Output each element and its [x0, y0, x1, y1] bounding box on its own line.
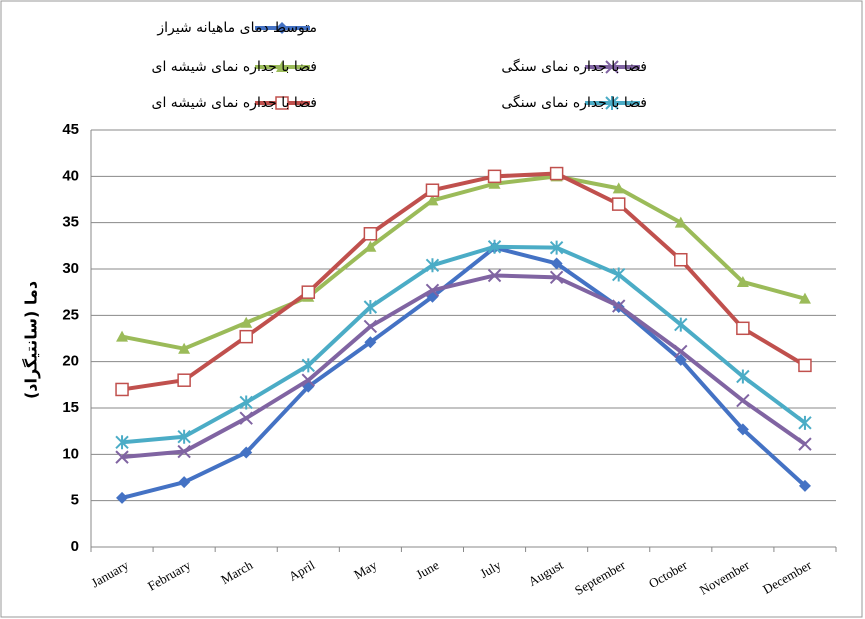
marker: [115, 382, 129, 397]
legend-item: فضا با جداره نمای شیشه ای: [151, 95, 317, 111]
marker: [798, 437, 812, 451]
marker: [736, 321, 750, 336]
legend-item: فضا با جداره نمای سنگی: [501, 58, 647, 75]
y-tick-label: 40: [62, 167, 79, 184]
marker: [115, 450, 129, 464]
marker: [239, 395, 253, 410]
marker: [487, 239, 502, 254]
marker: [178, 476, 191, 489]
marker: [301, 285, 316, 299]
marker: [488, 177, 501, 189]
series-line: [121, 244, 807, 445]
legend-item: فضا با جداره نمای شیشه ای: [151, 59, 317, 75]
marker: [549, 270, 564, 285]
y-tick-label: 30: [62, 260, 79, 277]
marker: [549, 166, 564, 181]
legend-item: فضا با جداره نمای سنگی: [501, 94, 647, 111]
marker: [177, 444, 191, 459]
legend-item: متوسط دمای ماهیانه شیراز: [156, 20, 317, 36]
marker: [736, 423, 749, 436]
legend-label: فضا با جداره نمای شیشه ای: [151, 95, 317, 111]
marker: [240, 316, 253, 328]
marker: [275, 96, 289, 110]
marker: [674, 317, 688, 332]
legend-label: متوسط دمای ماهیانه شیراز: [156, 20, 317, 36]
marker: [674, 216, 687, 228]
marker: [550, 257, 563, 270]
y-tick-label: 15: [62, 399, 79, 416]
marker: [426, 194, 439, 206]
y-tick-label: 25: [62, 306, 79, 323]
marker: [363, 299, 378, 314]
marker: [798, 292, 811, 304]
series-line: [121, 171, 806, 392]
series-line: [121, 273, 807, 460]
marker: [736, 369, 750, 384]
marker: [674, 344, 688, 359]
marker: [363, 227, 378, 241]
marker: [178, 342, 191, 354]
marker: [240, 446, 253, 459]
series-line: [121, 174, 806, 351]
marker: [301, 373, 315, 387]
marker: [301, 358, 315, 373]
marker: [276, 61, 288, 72]
marker: [612, 299, 626, 313]
series-line: [121, 245, 807, 500]
marker: [425, 258, 440, 273]
marker: [549, 240, 564, 255]
marker: [364, 336, 377, 349]
marker: [798, 479, 811, 492]
marker: [674, 353, 687, 366]
marker: [798, 358, 812, 373]
y-tick-label: 35: [62, 214, 79, 231]
y-tick-label: 10: [62, 445, 79, 462]
marker: [487, 169, 502, 184]
marker: [115, 435, 129, 450]
marker: [612, 182, 625, 194]
marker: [611, 197, 626, 211]
marker: [425, 183, 440, 197]
marker: [605, 96, 619, 110]
y-axis-label: دما (سانتیگراد): [22, 281, 41, 399]
marker: [177, 429, 191, 444]
y-tick-label: 45: [62, 121, 79, 138]
marker: [798, 415, 812, 430]
marker: [425, 283, 440, 298]
legend-label: فضا با جداره نمای سنگی: [501, 58, 647, 75]
y-tick-label: 0: [71, 538, 79, 555]
y-tick-label: 5: [71, 492, 79, 509]
marker: [177, 373, 191, 387]
marker: [487, 268, 502, 283]
marker: [116, 491, 129, 504]
marker: [116, 330, 129, 342]
marker: [364, 240, 377, 252]
marker: [736, 393, 750, 408]
marker: [239, 411, 253, 425]
marker: [239, 329, 253, 344]
marker: [363, 319, 378, 334]
marker: [276, 22, 288, 34]
marker: [674, 252, 688, 267]
y-tick-label: 20: [62, 353, 79, 370]
legend-label: فضا با جداره نمای شیشه ای: [151, 59, 317, 75]
marker: [612, 267, 626, 282]
legend-label: فضا با جداره نمای سنگی: [501, 94, 647, 111]
marker: [736, 275, 749, 287]
marker: [605, 60, 619, 74]
